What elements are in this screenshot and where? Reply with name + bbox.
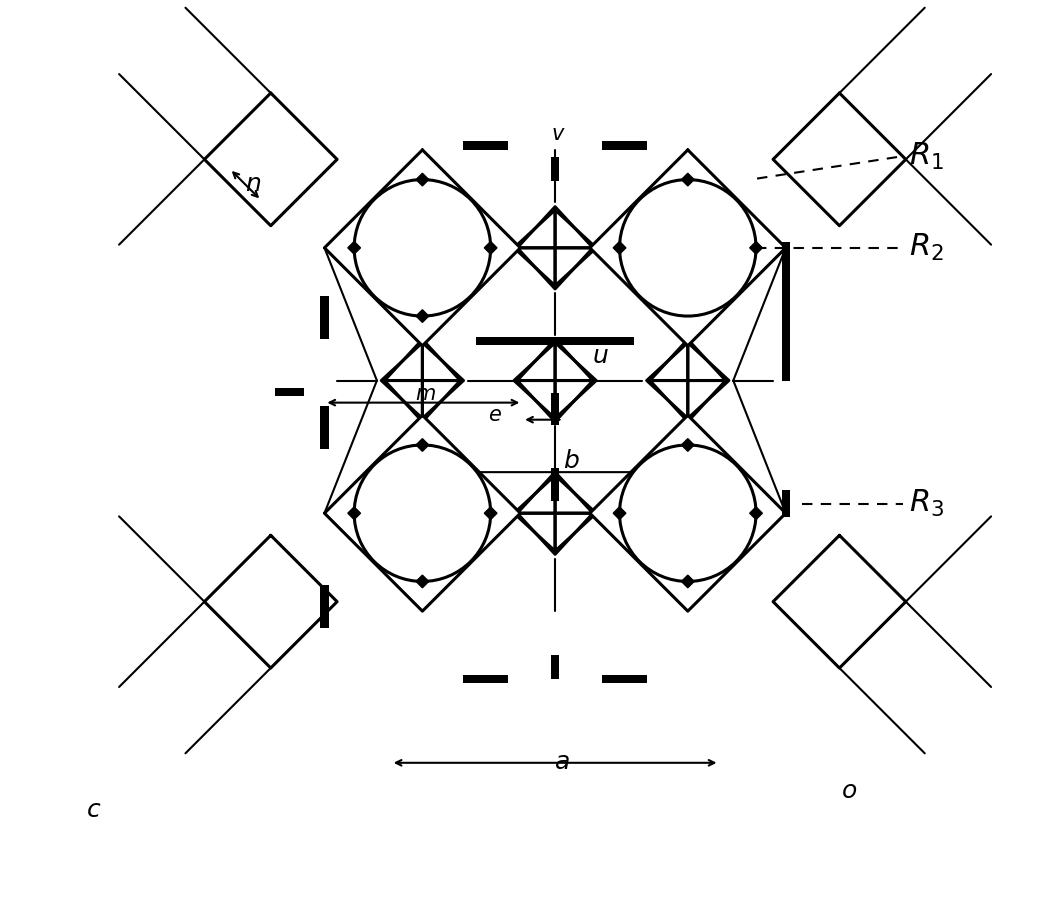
- Bar: [476, 337, 634, 346]
- Text: $R_2$: $R_2$: [909, 233, 943, 264]
- Bar: [320, 406, 329, 449]
- Polygon shape: [555, 343, 596, 418]
- Polygon shape: [682, 438, 694, 451]
- Polygon shape: [682, 575, 694, 588]
- Bar: [782, 242, 789, 380]
- Polygon shape: [348, 507, 360, 519]
- Polygon shape: [204, 536, 337, 668]
- Polygon shape: [773, 93, 906, 226]
- Polygon shape: [514, 475, 555, 551]
- Bar: [464, 142, 508, 150]
- Polygon shape: [517, 248, 593, 289]
- Text: $r_1$: $r_1$: [376, 491, 396, 513]
- Bar: [551, 654, 559, 679]
- Polygon shape: [348, 242, 360, 255]
- Text: $n$: $n$: [245, 173, 261, 196]
- Polygon shape: [416, 174, 428, 186]
- Polygon shape: [614, 242, 626, 255]
- Polygon shape: [682, 174, 694, 186]
- Text: $u$: $u$: [593, 345, 609, 368]
- Polygon shape: [589, 415, 785, 611]
- Polygon shape: [325, 150, 520, 346]
- Polygon shape: [589, 150, 785, 346]
- Polygon shape: [384, 380, 461, 422]
- Bar: [551, 469, 559, 501]
- Bar: [464, 675, 508, 683]
- Bar: [551, 392, 559, 425]
- Text: $r_2$: $r_2$: [459, 470, 477, 492]
- Polygon shape: [204, 93, 337, 226]
- Bar: [275, 388, 304, 396]
- Text: $R_3$: $R_3$: [909, 488, 944, 519]
- Polygon shape: [650, 380, 726, 422]
- Polygon shape: [517, 380, 593, 422]
- Polygon shape: [773, 536, 906, 668]
- Polygon shape: [517, 472, 593, 513]
- Polygon shape: [517, 513, 593, 554]
- Polygon shape: [650, 339, 726, 380]
- Text: $R_1$: $R_1$: [909, 141, 943, 172]
- Polygon shape: [416, 575, 428, 588]
- Polygon shape: [614, 507, 626, 519]
- Polygon shape: [688, 343, 729, 418]
- Polygon shape: [416, 438, 428, 451]
- Bar: [602, 142, 647, 150]
- Text: $v$: $v$: [551, 125, 565, 143]
- Polygon shape: [517, 339, 593, 380]
- Text: $o$: $o$: [841, 779, 857, 802]
- Polygon shape: [325, 415, 520, 611]
- Text: $b$: $b$: [562, 450, 579, 473]
- Text: $a$: $a$: [554, 752, 570, 775]
- Polygon shape: [514, 343, 555, 418]
- Polygon shape: [381, 343, 422, 418]
- Bar: [602, 675, 647, 683]
- Polygon shape: [555, 210, 596, 286]
- Polygon shape: [517, 207, 593, 248]
- Polygon shape: [555, 475, 596, 551]
- Polygon shape: [416, 310, 428, 323]
- Text: $e$: $e$: [488, 406, 502, 425]
- Bar: [320, 585, 329, 629]
- Polygon shape: [384, 339, 461, 380]
- Polygon shape: [485, 507, 497, 519]
- Polygon shape: [485, 242, 497, 255]
- Bar: [320, 296, 329, 339]
- Polygon shape: [750, 242, 762, 255]
- Polygon shape: [422, 343, 464, 418]
- Bar: [782, 491, 789, 517]
- Polygon shape: [750, 507, 762, 519]
- Polygon shape: [514, 210, 555, 286]
- Text: $c$: $c$: [86, 799, 102, 822]
- Polygon shape: [647, 343, 688, 418]
- Text: $m$: $m$: [415, 385, 436, 404]
- Bar: [551, 157, 559, 181]
